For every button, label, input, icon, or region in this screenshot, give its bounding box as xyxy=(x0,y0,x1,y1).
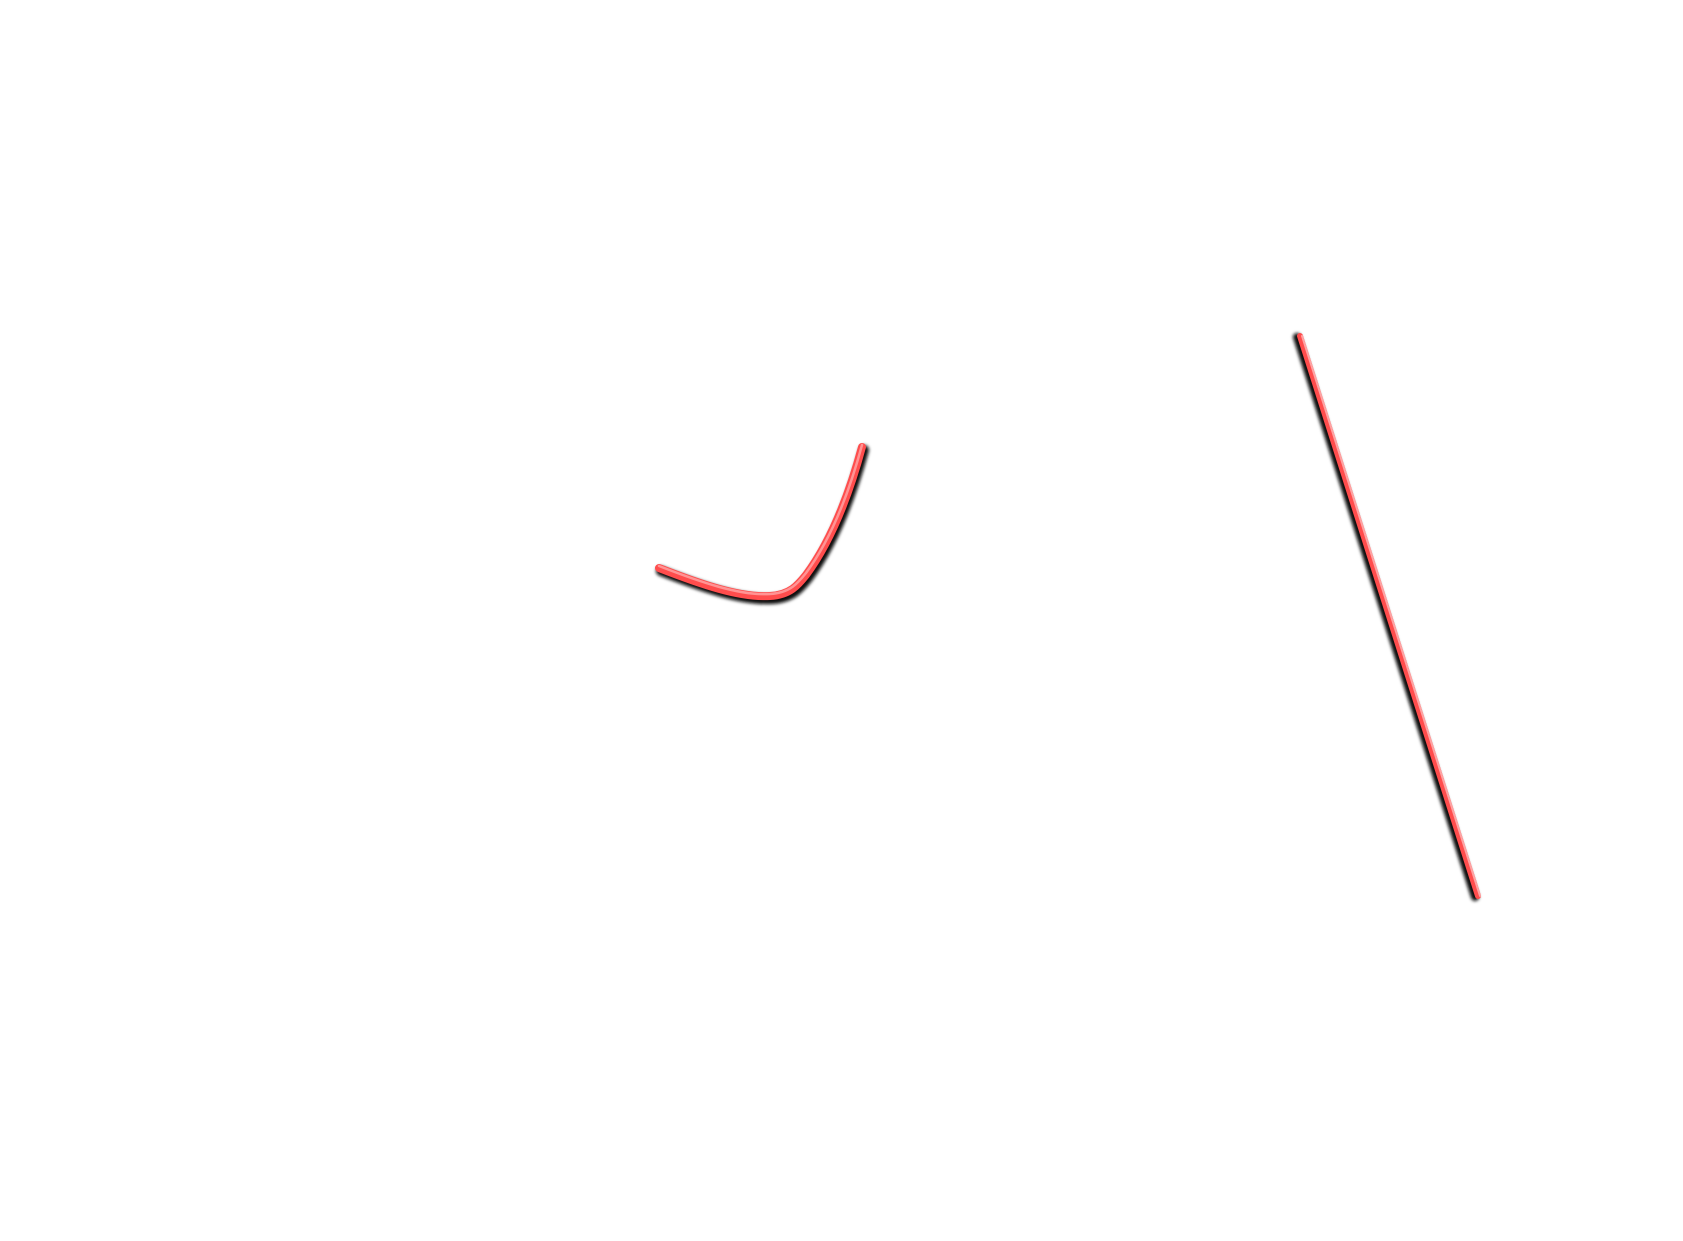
curved-stroke-highlight xyxy=(657,443,864,596)
straight-stroke-shadow xyxy=(1293,333,1479,901)
curved-stroke-body xyxy=(655,443,866,601)
straight-stroke[interactable] xyxy=(1293,333,1481,901)
straight-stroke-body xyxy=(1297,333,1481,899)
straight-stroke-highlight xyxy=(1301,335,1481,897)
curved-stroke[interactable] xyxy=(655,443,869,605)
